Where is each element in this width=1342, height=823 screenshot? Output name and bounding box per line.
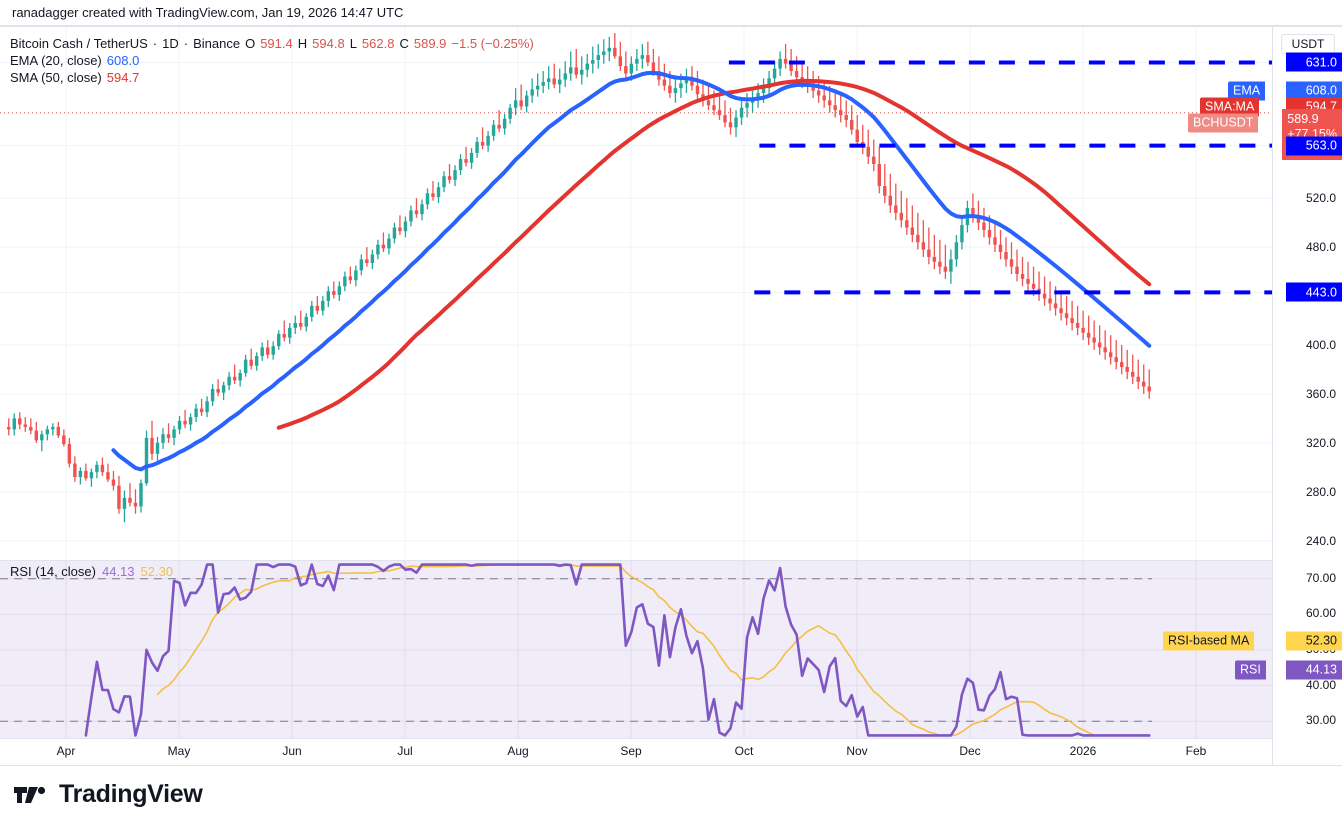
rsi-axis-tick: 70.00 (1305, 570, 1336, 585)
footer: TradingView (0, 766, 1342, 823)
symbol-series-tag[interactable]: BCHUSDT (1188, 113, 1259, 133)
rsi-axis-tick: 30.00 (1305, 713, 1336, 728)
price-axis-tick: 520.0 (1305, 191, 1336, 206)
time-axis-tick: Apr (56, 744, 76, 758)
time-axis-tick: Jul (397, 744, 413, 758)
chart-frame: Bitcoin Cash / TetherUS · 1D · Binance O… (0, 26, 1342, 766)
level-mid-price-label: 563.0 (1305, 138, 1337, 153)
rsi-series-svg (0, 561, 1272, 738)
price-axis-tick: 360.0 (1305, 386, 1336, 401)
tradingview-wordmark: TradingView (59, 780, 203, 808)
time-axis-tick: Nov (846, 744, 868, 758)
rsi-ma-tag[interactable]: RSI-based MA (1163, 631, 1255, 651)
time-axis-tick: Aug (507, 744, 529, 758)
price-axis-tick: 400.0 (1305, 338, 1336, 352)
ema-series-tag[interactable]: EMA (1228, 81, 1266, 101)
symbol-series-tag-label: BCHUSDT (1193, 115, 1254, 130)
tradingview-logo-icon[interactable]: TradingView (14, 780, 203, 809)
ema-series-tag-label: EMA (1233, 83, 1261, 98)
lightning-bolt-icon[interactable] (1139, 557, 1165, 559)
price-axis-tick: 320.0 (1305, 435, 1336, 450)
rsi-ma-value-label: 52.30 (1305, 633, 1337, 648)
time-axis-tick: 2026 (1069, 744, 1097, 758)
time-axis-tick: Feb (1185, 744, 1207, 758)
price-axis-tick: 480.0 (1305, 240, 1336, 255)
level-low-price-badge[interactable]: 443.0 (1286, 282, 1342, 302)
level-low-price-label: 443.0 (1305, 285, 1337, 300)
last-price-value: 589.9 (1287, 111, 1319, 126)
tradingview-mark-icon (14, 786, 46, 803)
attribution-bar: ranadagger created with TradingView.com,… (0, 0, 1342, 26)
time-axis-tick: Dec (959, 744, 981, 758)
level-mid-price-badge[interactable]: 563.0 (1286, 136, 1342, 156)
sma-series-tag-label: SMA:MA (1205, 99, 1255, 114)
time-axis-tick: Sep (620, 744, 642, 758)
time-axis-tick: Oct (734, 744, 754, 758)
rsi-tag[interactable]: RSI (1235, 660, 1266, 680)
rsi-value-badge[interactable]: 44.13 (1286, 660, 1342, 680)
rsi-ma-tag-label: RSI-based MA (1168, 633, 1250, 648)
sma-series-tag[interactable]: SMA:MA (1200, 97, 1260, 117)
time-axis[interactable]: Apr May Jun Jul Aug Sep Oct Nov Dec 2026 Feb (0, 738, 1272, 765)
price-axis-tick: 240.0 (1305, 533, 1336, 548)
price-axis[interactable]: USDT 520.0 480.0 400.0 360.0 320.0 280.0 240.0… (1163, 27, 1342, 765)
ema-price-badge[interactable]: 608.0 (1286, 81, 1342, 101)
price-pane[interactable]: Bitcoin Cash / TetherUS · 1D · Binance O… (0, 27, 1272, 559)
price-series-svg (0, 27, 1272, 559)
price-axis-tick: 280.0 (1305, 484, 1336, 499)
chart-panes: Bitcoin Cash / TetherUS · 1D · Binance O… (0, 27, 1272, 765)
rsi-axis-tick: 60.00 (1305, 606, 1336, 621)
rsi-pane[interactable]: RSI (14, close) 44.13 52.30 (0, 560, 1272, 738)
level-high-price-badge[interactable]: 631.0 (1286, 52, 1342, 72)
rsi-axis-tick: 40.00 (1305, 677, 1336, 692)
time-axis-tick: Jun (282, 744, 302, 758)
level-high-price-label: 631.0 (1305, 55, 1337, 70)
rsi-value-label: 44.13 (1305, 662, 1337, 677)
rsi-tag-label: RSI (1240, 662, 1261, 677)
rsi-ma-value-badge[interactable]: 52.30 (1286, 631, 1342, 651)
time-axis-tick: May (167, 744, 191, 758)
ema-price-label: 608.0 (1305, 83, 1337, 98)
price-axis-currency-unit[interactable]: USDT (1281, 34, 1335, 54)
